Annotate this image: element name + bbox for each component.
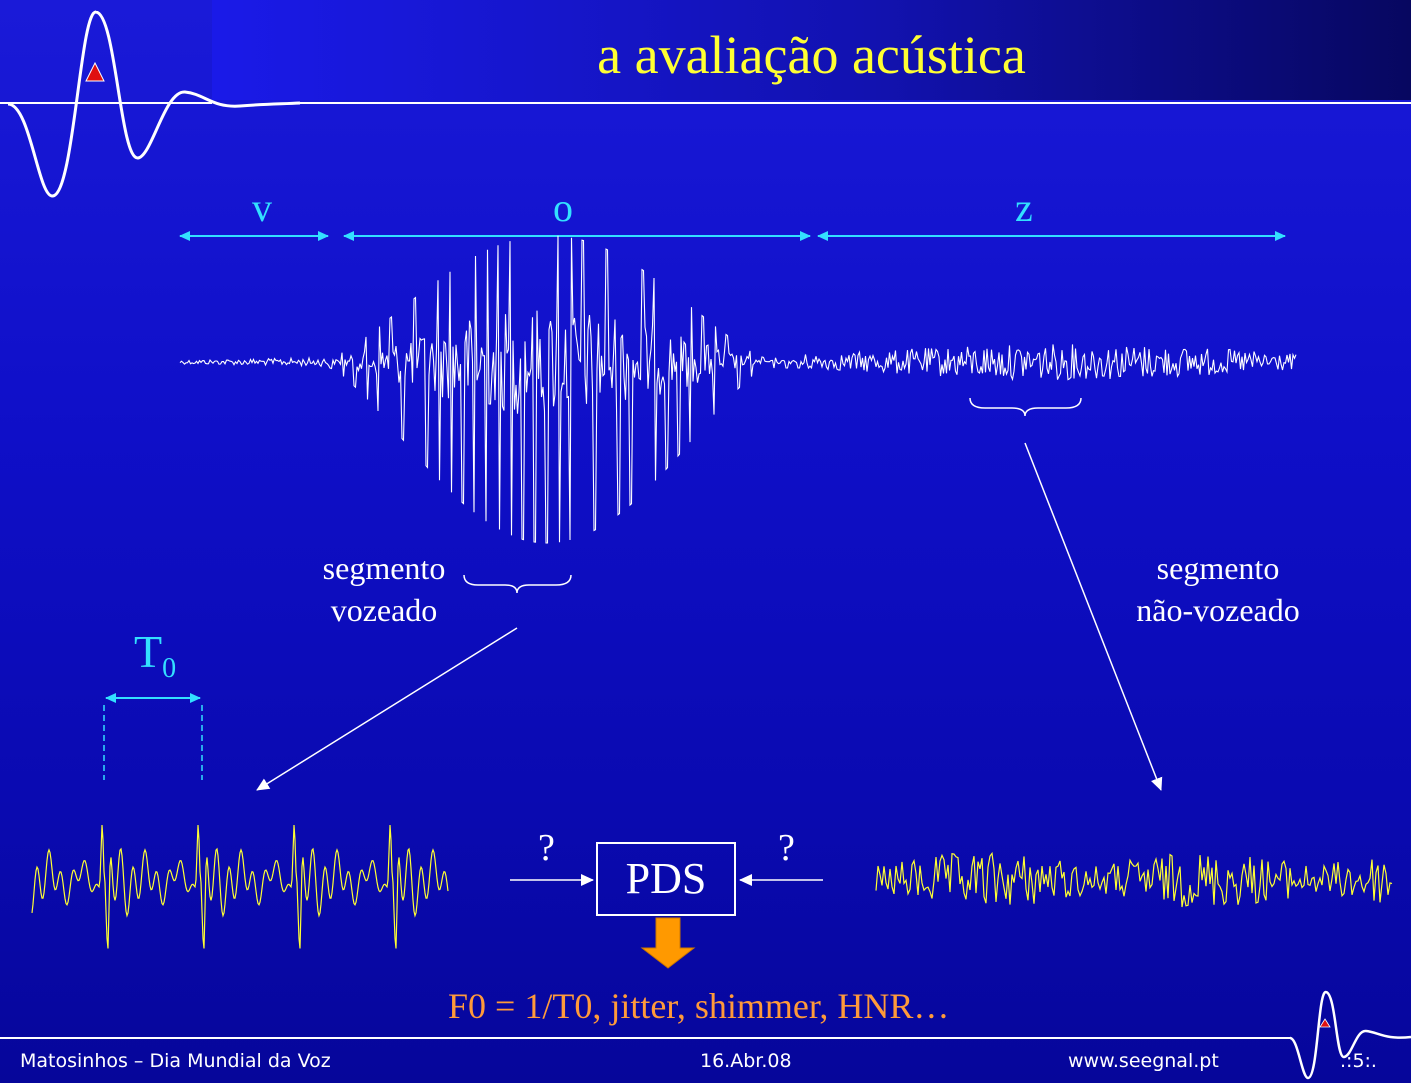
unvoiced-label-line1: segmento xyxy=(1156,550,1280,586)
period-label: T0 xyxy=(134,627,176,694)
input-question-right: ? xyxy=(778,827,795,869)
title-band xyxy=(212,0,1411,100)
voiced-pointer-arrow xyxy=(256,627,518,791)
slide-number: .:5:. xyxy=(1340,1050,1377,1072)
pds-box: PDS xyxy=(596,842,736,916)
unvoiced-pointer-arrow xyxy=(1024,442,1163,791)
footer-website: www.seegnal.pt xyxy=(1068,1050,1219,1072)
footer-date: 16.Abr.08 xyxy=(700,1050,792,1072)
main-waveform xyxy=(179,235,1297,544)
segment-v-label: v xyxy=(252,185,272,230)
period-label-subscript: 0 xyxy=(162,653,177,684)
voiced-label-line1: segmento xyxy=(322,550,446,586)
output-formula: F0 = 1/T0, jitter, shimmer, HNR… xyxy=(448,986,950,1026)
unvoiced-label-line2: não-vozeado xyxy=(1136,592,1300,628)
unvoiced-waveform xyxy=(875,851,1393,908)
footer-event: Matosinhos – Dia Mundial da Voz xyxy=(20,1050,331,1072)
unvoiced-brace xyxy=(969,397,1082,417)
voiced-label-line2: vozeado xyxy=(330,592,438,628)
page-title: a avaliação acústica xyxy=(597,25,1026,85)
output-arrow xyxy=(640,917,696,969)
footer-logo xyxy=(1289,990,1411,1080)
input-question-left: ? xyxy=(538,827,555,869)
voiced-brace xyxy=(463,574,572,594)
voiced-waveform xyxy=(31,824,449,949)
period-label-main: T xyxy=(134,626,163,677)
seegnal-logo xyxy=(0,10,301,198)
segment-o-label: o xyxy=(553,185,573,230)
segment-z-label: z xyxy=(1015,185,1033,230)
